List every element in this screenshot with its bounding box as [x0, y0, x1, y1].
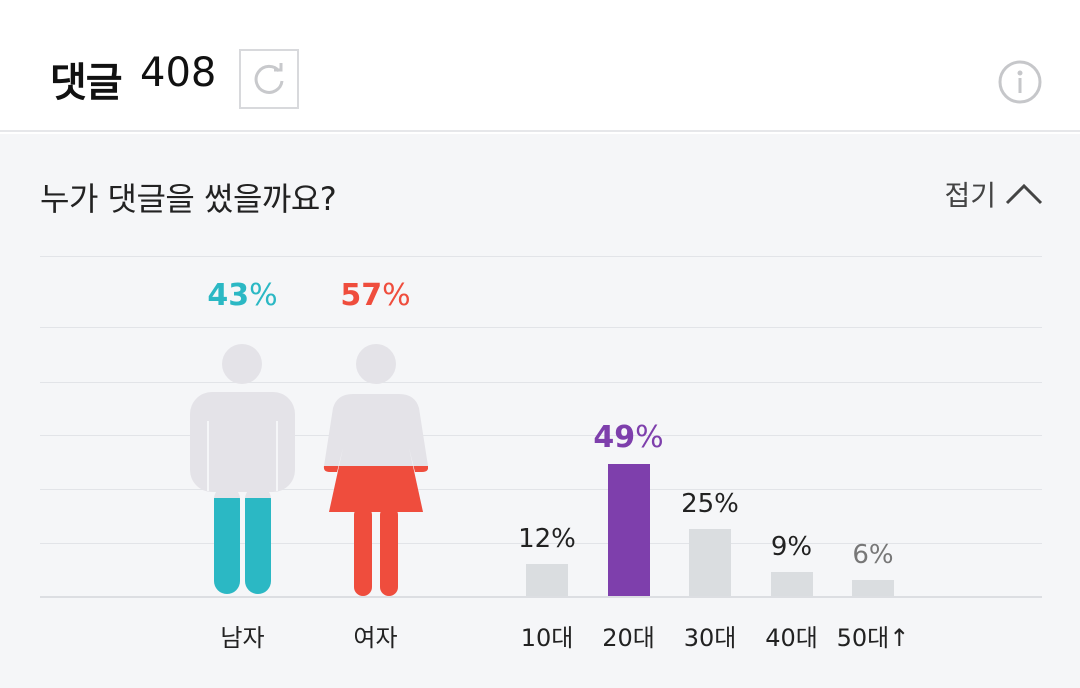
gridline — [40, 256, 1042, 257]
age-category-label: 20대 — [602, 624, 655, 652]
age-bar-value: 6% — [852, 540, 894, 570]
gridline — [40, 489, 1042, 490]
age-category-label: 40대 — [765, 624, 818, 652]
chevron-up-icon — [1005, 183, 1043, 205]
age-bar-value: 49% — [593, 420, 664, 455]
male-figure-icon — [190, 344, 295, 594]
comments-count: 408 — [140, 50, 217, 96]
collapse-button[interactable]: 접기 — [944, 174, 1044, 214]
age-bar — [526, 564, 568, 596]
refresh-icon — [254, 63, 284, 94]
refresh-button[interactable] — [239, 49, 299, 109]
comments-title: 댓글 — [50, 60, 123, 106]
age-bar-value: 12% — [518, 524, 576, 554]
female-figure-icon — [323, 344, 428, 596]
gridline — [40, 543, 1042, 544]
stats-question: 누가 댓글을 썼을까요? — [40, 180, 337, 218]
age-bar — [607, 464, 650, 596]
male-label: 남자 — [220, 624, 265, 652]
age-bar — [689, 529, 731, 596]
chart-baseline — [40, 596, 1042, 598]
gridline — [40, 382, 1042, 383]
age-bar — [852, 580, 894, 596]
male-percent: 43% — [207, 278, 278, 313]
female-label: 여자 — [353, 624, 398, 652]
gridline — [40, 435, 1042, 436]
female-percent: 57% — [340, 278, 411, 313]
age-bar — [770, 572, 813, 596]
commenter-stats-panel: 누가 댓글을 썼을까요? 접기 43% 57% — [0, 134, 1080, 688]
age-bar-value: 25% — [681, 489, 739, 519]
info-icon — [998, 60, 1042, 104]
age-category-label: 10대 — [520, 624, 574, 652]
gridline — [40, 327, 1042, 328]
info-button[interactable] — [996, 58, 1044, 106]
stats-chart: 43% 57% — [40, 256, 1042, 652]
age-category-label: 50대↑ — [836, 624, 910, 652]
collapse-label: 접기 — [944, 179, 996, 212]
age-category-label: 30대 — [683, 624, 737, 652]
comments-header: 댓글 408 — [0, 0, 1080, 132]
age-bar-value: 9% — [770, 532, 813, 562]
